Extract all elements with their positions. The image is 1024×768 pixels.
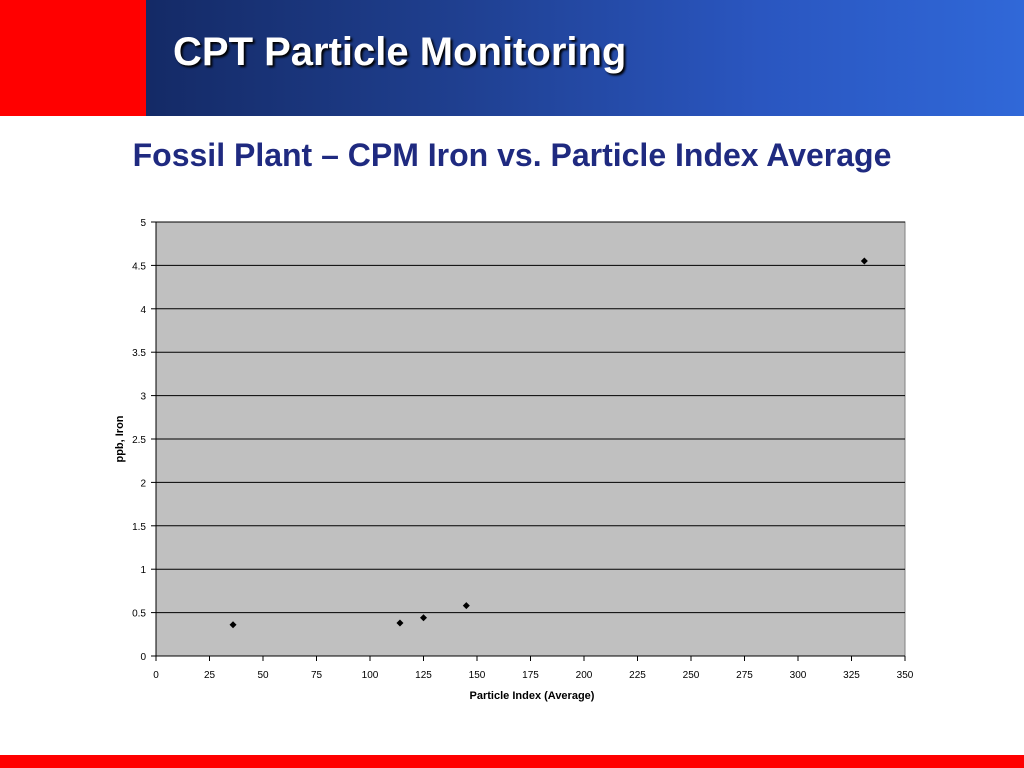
y-tick-label: 0 <box>140 652 146 663</box>
header-band <box>146 0 1024 116</box>
x-tick-label: 25 <box>204 670 216 681</box>
y-tick-label: 2.5 <box>132 435 146 446</box>
y-tick-label: 4 <box>140 305 146 316</box>
x-tick-label: 300 <box>790 670 807 681</box>
x-tick-label: 200 <box>576 670 593 681</box>
y-axis-label: ppb, Iron <box>114 415 126 462</box>
x-tick-label: 100 <box>362 670 379 681</box>
x-tick-label: 275 <box>736 670 753 681</box>
x-tick-label: 0 <box>153 670 159 681</box>
x-tick-label: 50 <box>257 670 269 681</box>
data-point <box>462 602 470 610</box>
x-tick-label: 75 <box>311 670 323 681</box>
data-point <box>420 614 427 622</box>
gridlines <box>156 221 905 614</box>
y-tick-label: 2 <box>140 478 146 489</box>
y-tick-label: 0.5 <box>132 609 146 620</box>
x-tick-label: 250 <box>683 670 700 681</box>
x-tick-label: 150 <box>469 670 486 681</box>
y-tick-label: 1 <box>140 565 146 576</box>
y-tick-label: 4.5 <box>132 261 146 272</box>
slide-title: CPT Particle Monitoring <box>173 30 627 74</box>
tick-labels: 00.511.522.533.544.550 25 50 75 100 125 150 175… <box>132 218 914 681</box>
x-axis-label: Particle Index (Average) <box>470 690 595 702</box>
x-tick-label: 350 <box>897 670 914 681</box>
x-tick-label: 325 <box>843 670 860 681</box>
data-point <box>229 621 237 629</box>
slide-subtitle: Fossil Plant – CPM Iron vs. Particle Ind… <box>132 137 892 173</box>
x-tick-label: 125 <box>415 670 432 681</box>
y-tick-label: 3.5 <box>132 348 146 359</box>
x-tick-label: 175 <box>522 670 539 681</box>
data-points <box>229 257 868 629</box>
x-tick-label: 225 <box>629 670 646 681</box>
y-tick-label: 1.5 <box>132 522 146 533</box>
footer-band <box>0 755 1024 768</box>
y-tick-label: 5 <box>140 218 146 229</box>
header-red-block <box>0 0 146 116</box>
data-point <box>860 257 868 265</box>
data-point <box>396 619 404 627</box>
axes <box>151 221 906 661</box>
y-tick-label: 3 <box>140 392 146 403</box>
